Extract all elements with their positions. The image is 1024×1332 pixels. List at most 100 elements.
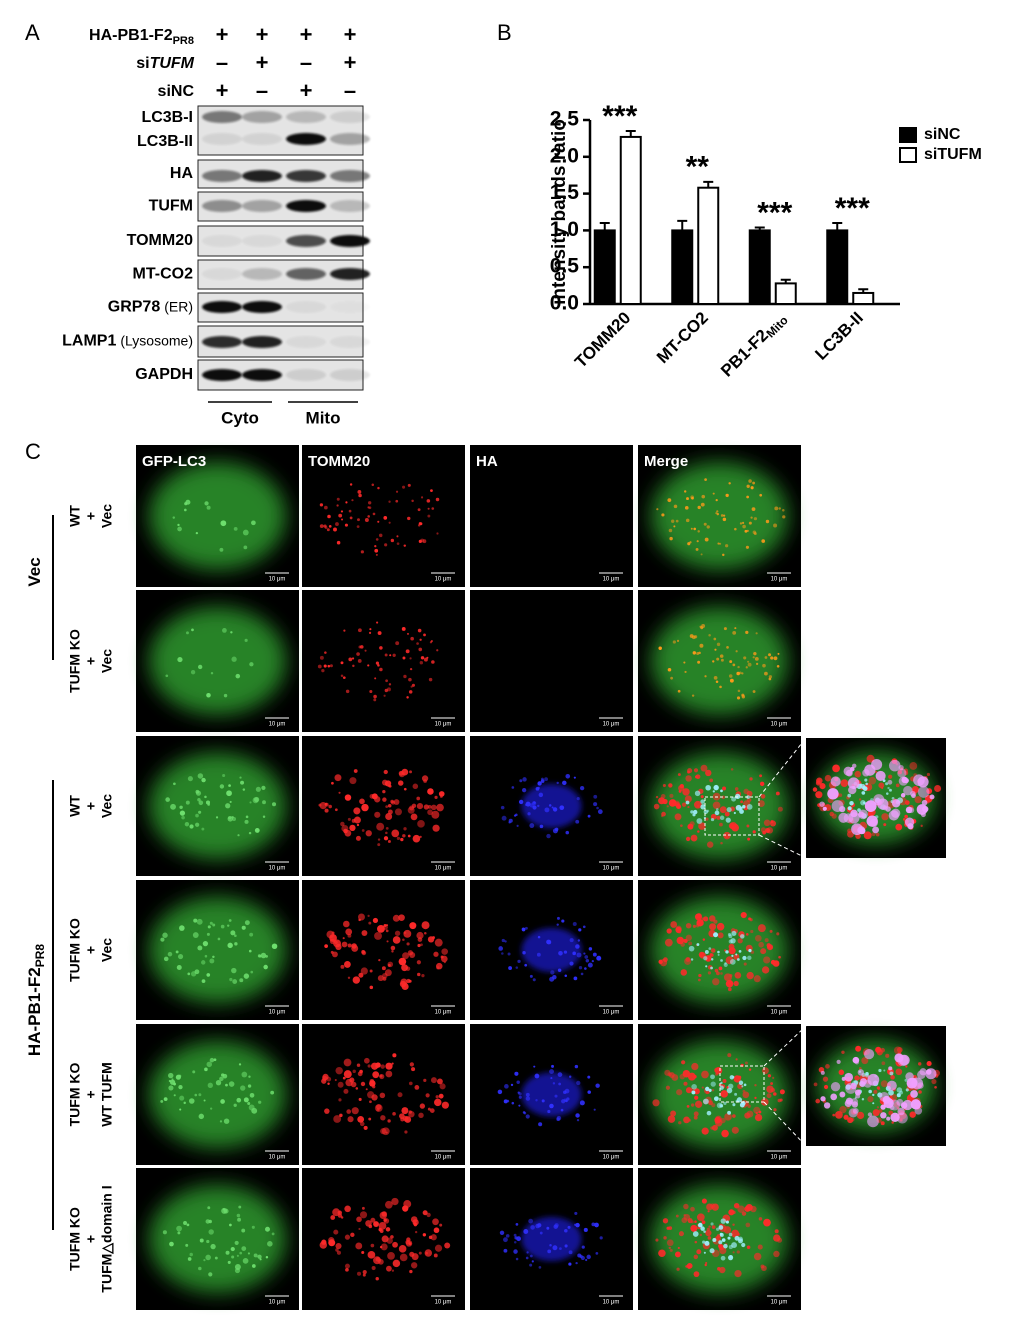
speckle (764, 656, 768, 659)
speckle (162, 1230, 167, 1235)
speckle (208, 1229, 214, 1235)
speckle (411, 1253, 419, 1261)
speckle (387, 1119, 391, 1123)
y-tick-label: 1.5 (550, 181, 580, 204)
speckle (548, 804, 552, 807)
speckle (676, 1089, 683, 1096)
speckle (262, 815, 266, 819)
panel-label: A (25, 20, 40, 45)
speckle (443, 961, 446, 964)
speckle (327, 664, 331, 668)
speckle (713, 675, 718, 680)
speckle (403, 674, 407, 679)
speckle (193, 918, 198, 923)
panel-label: C (25, 439, 41, 464)
speckle (752, 656, 755, 659)
speckle (357, 659, 362, 663)
speckle (587, 814, 591, 818)
speckle (727, 933, 732, 937)
speckle (556, 916, 560, 920)
speckle (822, 1076, 829, 1082)
speckle (344, 794, 352, 801)
speckle (402, 952, 410, 960)
speckle (857, 1069, 865, 1076)
speckle (713, 1096, 719, 1102)
speckle (743, 1083, 747, 1087)
speckle (388, 521, 391, 524)
speckle (510, 1083, 514, 1087)
speckle (393, 799, 400, 805)
speckle (332, 951, 338, 958)
speckle (262, 800, 266, 805)
speckle (587, 962, 593, 968)
speckle (726, 807, 732, 813)
speckle (773, 1108, 777, 1112)
speckle (399, 1253, 408, 1262)
speckle (163, 956, 169, 962)
sign: – (256, 78, 268, 103)
speckle (886, 792, 889, 795)
speckle (782, 515, 786, 519)
cell-body (651, 607, 788, 715)
speckle (830, 1093, 838, 1101)
speckle (227, 1260, 231, 1264)
speckle (574, 1064, 579, 1069)
speckle (439, 1083, 446, 1090)
speckle (741, 1085, 744, 1088)
speckle (725, 817, 731, 823)
speckle (165, 674, 169, 678)
speckle (352, 1069, 356, 1074)
speckle (423, 779, 427, 783)
speckle (357, 1115, 365, 1123)
speckle (823, 1084, 829, 1090)
speckle (398, 1245, 407, 1253)
speckle (524, 803, 528, 807)
speckle (890, 1075, 895, 1080)
band (286, 235, 326, 247)
text-part: LC3B-I (141, 109, 193, 126)
band (330, 170, 370, 182)
speckle (229, 977, 233, 982)
speckle (579, 1100, 585, 1106)
speckle (761, 966, 770, 974)
speckle (707, 1210, 710, 1213)
speckle (576, 952, 582, 958)
speckle (363, 1125, 368, 1130)
speckle (660, 814, 664, 818)
speckle (375, 1062, 381, 1068)
speckle (322, 1075, 328, 1082)
micrograph (136, 1168, 299, 1310)
speckle (585, 959, 590, 963)
speckle (343, 629, 346, 632)
column-header: GFP-LC3 (142, 453, 206, 470)
speckle (670, 1110, 677, 1117)
speckle (198, 810, 202, 814)
speckle (662, 1218, 669, 1224)
speckle (332, 1208, 341, 1217)
speckle (369, 689, 373, 694)
speckle (215, 1080, 222, 1086)
speckle (703, 809, 709, 815)
speckle (424, 1249, 433, 1257)
band (202, 200, 242, 212)
speckle (900, 1102, 908, 1109)
speckle (547, 940, 552, 945)
speckle (329, 938, 336, 944)
speckle (878, 1068, 882, 1073)
speckle (344, 1263, 350, 1269)
speckle (244, 920, 250, 926)
speckle (720, 1255, 726, 1261)
row-label: TUFM KO (67, 918, 83, 982)
speckle (677, 1246, 680, 1250)
speckle (733, 1203, 740, 1209)
speckle (596, 806, 599, 810)
speckle (709, 923, 717, 931)
speckle (356, 652, 360, 656)
speckle (748, 948, 752, 953)
row-label: + (83, 1090, 99, 1098)
speckle (569, 938, 574, 943)
speckle (353, 807, 361, 815)
speckle (347, 1116, 354, 1123)
row-label: Vec (99, 794, 115, 818)
bar (697, 186, 720, 306)
